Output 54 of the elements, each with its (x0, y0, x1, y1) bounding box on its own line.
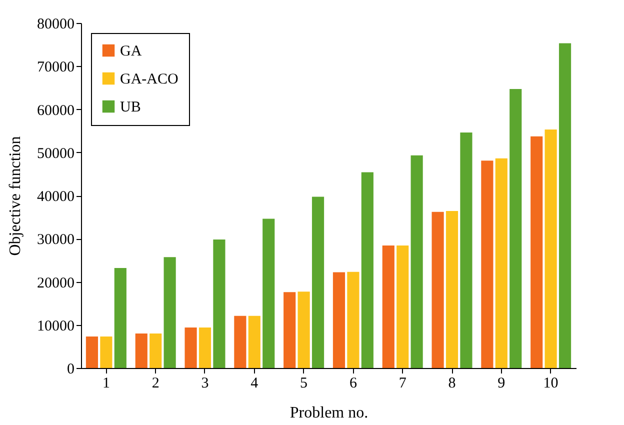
bar (410, 155, 423, 368)
y-tick-label: 50000 (37, 146, 74, 162)
bar (510, 88, 522, 368)
bar (481, 160, 494, 368)
legend-label: GA (120, 44, 142, 60)
bar (213, 239, 226, 368)
y-axis-title: Objective function (7, 136, 24, 256)
bar (262, 218, 275, 368)
bar (382, 246, 394, 368)
x-tick-label: 7 (398, 376, 407, 392)
y-tick-label: 70000 (37, 60, 74, 76)
y-tick-label: 30000 (37, 232, 74, 248)
bar (312, 196, 324, 368)
bar (184, 327, 197, 368)
bar (396, 246, 409, 368)
bar (114, 268, 126, 368)
y-tick-label: 0 (67, 362, 74, 378)
bar (347, 272, 360, 368)
bar (135, 334, 148, 368)
bar (495, 158, 508, 368)
x-tick-label: 4 (250, 376, 259, 392)
bar (164, 257, 176, 368)
legend-label: GA-ACO (120, 72, 178, 88)
x-axis-title: Problem no. (290, 404, 368, 422)
bar (432, 212, 444, 368)
bar (332, 272, 346, 368)
legend-label: UB (120, 100, 141, 116)
y-tick-label: 20000 (37, 275, 74, 292)
y-tick-label: 80000 (37, 16, 74, 32)
bar (544, 130, 557, 368)
bar (361, 172, 374, 368)
bar (530, 136, 543, 368)
x-tick-label: 5 (300, 376, 308, 392)
x-tick-label: 10 (543, 376, 558, 392)
y-tick-label: 60000 (37, 102, 74, 119)
bar (446, 211, 458, 368)
bar (298, 292, 310, 368)
bar (150, 334, 162, 368)
bar (558, 43, 572, 368)
x-tick-label: 3 (201, 376, 209, 392)
bar (86, 336, 98, 368)
x-tick-label: 1 (102, 376, 110, 392)
x-tick-label: 9 (498, 376, 506, 392)
y-tick-label: 10000 (37, 318, 74, 334)
x-tick-label: 8 (448, 376, 456, 392)
bar (284, 292, 296, 368)
bar (198, 327, 212, 368)
y-tick-label: 40000 (37, 189, 74, 205)
x-tick-label: 2 (152, 376, 160, 392)
bar (248, 316, 260, 368)
bar (460, 132, 472, 368)
x-tick-label: 6 (349, 376, 358, 392)
bar (100, 336, 112, 368)
bar (234, 316, 246, 368)
